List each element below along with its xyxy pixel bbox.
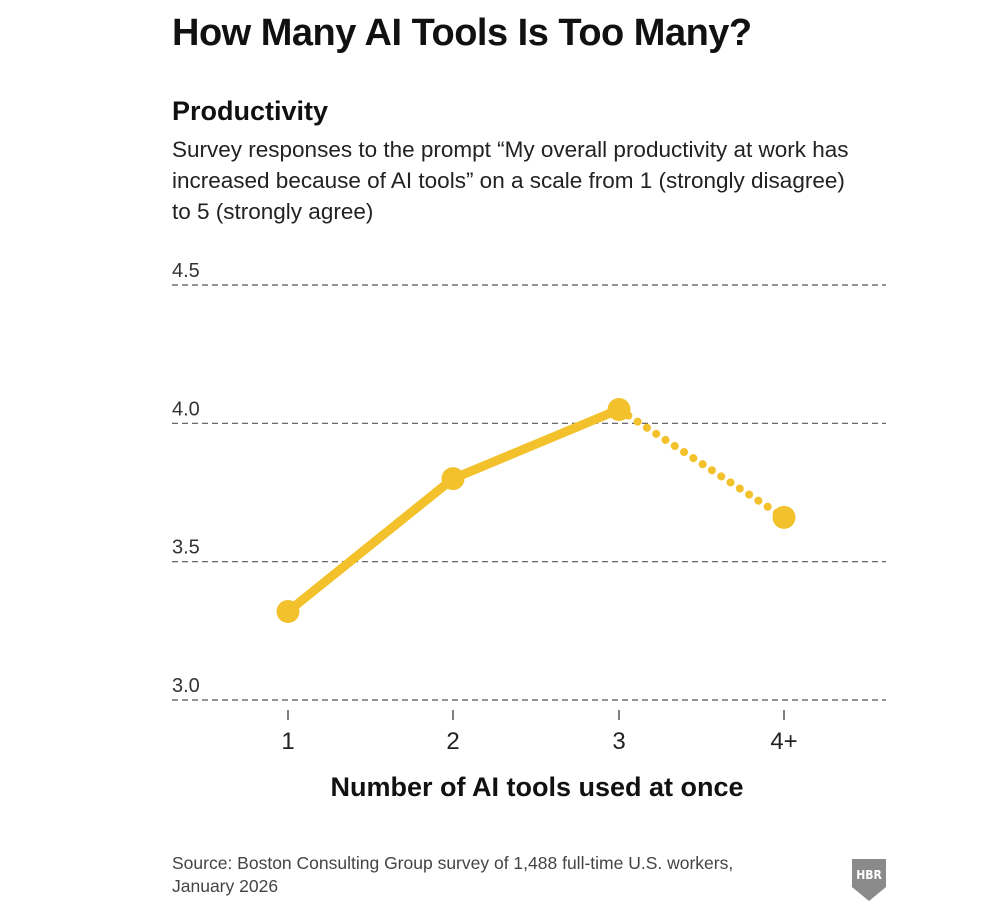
source-line: January 2026	[172, 876, 279, 896]
y-tick-layer: 3.0 3.5 4.0 4.5	[172, 260, 200, 697]
x-tick-label: 2	[446, 728, 459, 755]
y-tick-label: 3.5	[172, 537, 200, 559]
chart-description: Survey responses to the prompt “My overa…	[172, 134, 902, 227]
description-line: Survey responses to the prompt “My overa…	[172, 137, 849, 162]
description-line: increased because of AI tools” on a scal…	[172, 168, 845, 193]
series-line-solid	[283, 405, 624, 616]
data-point	[276, 599, 300, 623]
grid-layer	[172, 284, 886, 701]
x-tick-label: 1	[281, 728, 294, 755]
hbr-logo-text: HBR	[856, 868, 882, 882]
x-tick-label: 4+	[770, 728, 797, 755]
description-line: to 5 (strongly agree)	[172, 199, 374, 224]
data-point	[772, 505, 796, 529]
chart-subtitle: Productivity	[172, 96, 329, 126]
x-tick-layer: 1 2 3 4+	[281, 710, 798, 755]
series-line-dotted	[615, 405, 788, 522]
hbr-logo: HBR	[852, 859, 886, 901]
data-point	[441, 467, 465, 491]
x-axis-label: Number of AI tools used at once	[330, 772, 743, 802]
y-tick-label: 3.0	[172, 675, 200, 697]
data-point-layer	[276, 398, 796, 623]
series-line-layer	[283, 405, 788, 616]
data-point	[607, 398, 631, 421]
source-line: Source: Boston Consulting Group survey o…	[172, 853, 734, 873]
y-tick-label: 4.5	[172, 260, 200, 282]
source-note: Source: Boston Consulting Group survey o…	[172, 852, 733, 898]
x-tick-label: 3	[612, 728, 625, 755]
chart-title: How Many AI Tools Is Too Many?	[172, 12, 752, 54]
y-tick-label: 4.0	[172, 398, 200, 420]
